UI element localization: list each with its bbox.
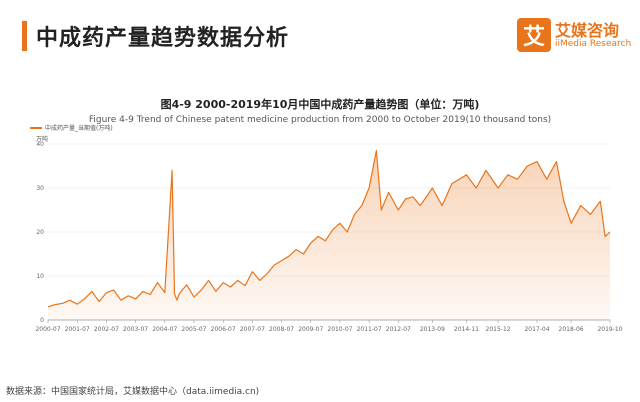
- x-tick-label: 2009-07: [298, 326, 323, 333]
- x-tick-label: 2004-07: [152, 326, 177, 333]
- x-tick-label: 2002-07: [94, 326, 119, 333]
- x-tick-label: 2011-07: [357, 326, 382, 333]
- y-tick-label: 0: [40, 317, 44, 324]
- series-line: [47, 150, 611, 308]
- y-axis-unit: 万吨: [36, 136, 49, 143]
- x-tick-label: 2001-07: [65, 326, 90, 333]
- x-tick-label: 2012-07: [386, 326, 411, 333]
- x-tick-label: 2010-07: [327, 326, 352, 333]
- y-tick-label: 30: [36, 185, 44, 192]
- x-tick-label: 2015-12: [486, 326, 511, 333]
- legend-swatch: [30, 126, 42, 129]
- chart-subtitle: Figure 4-9 Trend of Chinese patent medic…: [88, 115, 552, 125]
- x-tick-label: 2017-04: [524, 326, 549, 333]
- x-tick-label: 2014-11: [454, 326, 479, 333]
- x-tick-label: 2000-07: [35, 326, 60, 333]
- data-source-note: 数据来源：中国国家统计局，艾媒数据中心（data.iimedia.cn): [6, 387, 260, 397]
- x-tick-label: 2005-07: [181, 326, 206, 333]
- x-tick-label: 2006-07: [211, 326, 236, 333]
- logo-mark-icon: 艾: [517, 18, 551, 52]
- x-tick-label: 2007-07: [240, 326, 265, 333]
- page-title: 中成药产量趋势数据分析: [36, 26, 290, 51]
- y-tick-label: 10: [36, 273, 44, 280]
- y-tick-label: 20: [36, 229, 44, 236]
- logo-name-en: iiMedia Research: [555, 39, 632, 49]
- x-tick-label: 2013-09: [420, 326, 445, 333]
- y-tick-label: 40: [36, 141, 44, 148]
- x-tick-label: 2008-07: [269, 326, 294, 333]
- x-tick-label: 2018-06: [559, 326, 584, 333]
- chart-title: 图4-9 2000-2019年10月中国中成药产量趋势图（单位：万吨): [160, 98, 480, 111]
- logo-name-cn: 艾媒咨询: [555, 21, 620, 40]
- legend-label: 中成药产量_当期值(万吨): [45, 125, 113, 132]
- x-tick-label: 2003-07: [123, 326, 148, 333]
- brand-logo: 艾 艾媒咨询 iiMedia Research: [517, 18, 635, 54]
- x-tick-label: 2019-10: [597, 326, 622, 333]
- header-accent-bar: [22, 21, 27, 51]
- chart-legend: 中成药产量_当期值(万吨): [30, 123, 113, 132]
